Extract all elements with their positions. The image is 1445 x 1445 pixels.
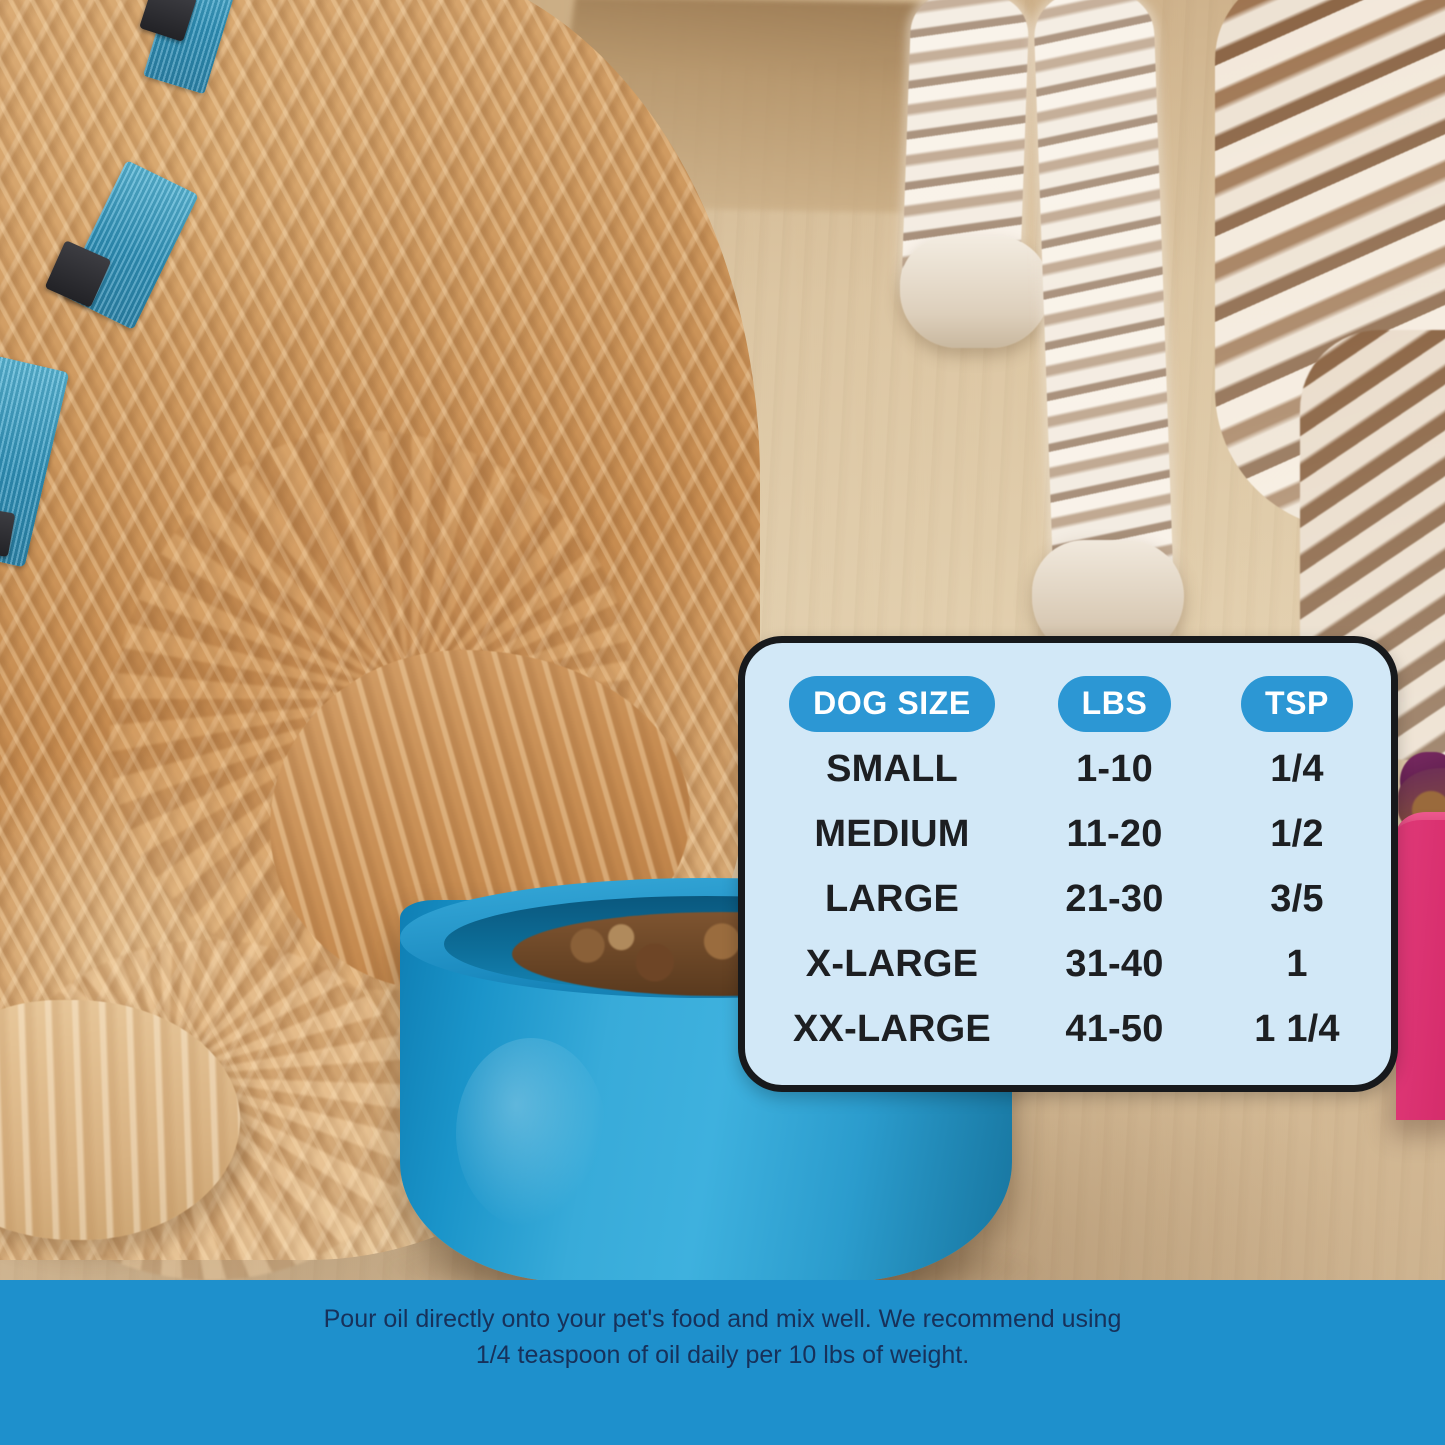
table-row-size: MEDIUM: [814, 812, 970, 855]
background-dog-paw-left: [900, 236, 1050, 348]
table-row-size: SMALL: [826, 747, 958, 790]
column-header-lbs: LBS: [1057, 675, 1172, 732]
table-row-tsp: 1/2: [1270, 812, 1324, 855]
table-row-tsp: 1: [1286, 942, 1308, 985]
background-dog-leg-right: [1032, 0, 1176, 634]
table-row-tsp: 1 1/4: [1254, 1007, 1340, 1050]
table-row-tsp: 3/5: [1270, 877, 1324, 920]
table-row-size: LARGE: [825, 877, 959, 920]
dosage-chart-grid: DOG SIZE LBS TSP SMALL 1-10 1/4 MEDIUM 1…: [745, 643, 1391, 1085]
table-row-lbs: 11-20: [1066, 812, 1163, 855]
dosage-chart-card: DOG SIZE LBS TSP SMALL 1-10 1/4 MEDIUM 1…: [738, 636, 1398, 1092]
table-row-size: X-LARGE: [805, 942, 979, 985]
table-row-lbs: 21-30: [1065, 877, 1164, 920]
table-row-size: XX-LARGE: [793, 1007, 991, 1050]
column-header-dog-size: DOG SIZE: [789, 675, 995, 732]
instruction-line-1: Pour oil directly onto your pet's food a…: [323, 1305, 1122, 1333]
table-row-lbs: 41-50: [1065, 1007, 1164, 1050]
instruction-footer-bar: Pour oil directly onto your pet's food a…: [0, 1280, 1445, 1445]
instruction-text: Pour oil directly onto your pet's food a…: [0, 1302, 1445, 1373]
blue-bowl-highlight: [456, 1038, 606, 1228]
table-row-tsp: 1/4: [1270, 747, 1324, 790]
table-row-lbs: 31-40: [1065, 942, 1164, 985]
table-row-lbs: 1-10: [1076, 747, 1153, 790]
instruction-line-2: 1/4 teaspoon of oil daily per 10 lbs of …: [475, 1340, 970, 1369]
column-header-tsp: TSP: [1240, 675, 1354, 732]
pink-food-bowl: [1396, 820, 1445, 1120]
